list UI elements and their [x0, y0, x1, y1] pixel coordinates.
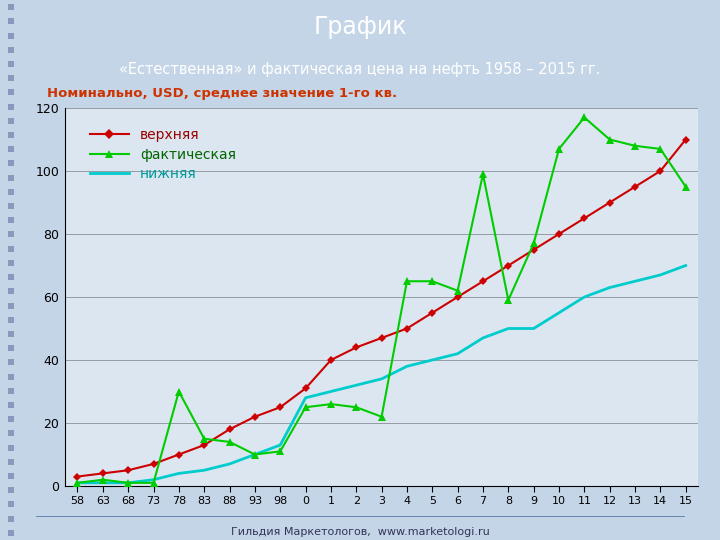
Legend: верхняя, фактическая, нижняя: верхняя, фактическая, нижняя — [84, 123, 241, 187]
Text: Гильдия Маркетологов,  www.marketologi.ru: Гильдия Маркетологов, www.marketologi.ru — [230, 527, 490, 537]
Text: Номинально, USD, среднее значение 1-го кв.: Номинально, USD, среднее значение 1-го к… — [47, 87, 397, 100]
Text: График: График — [313, 15, 407, 39]
Text: «Естественная» и фактическая цена на нефть 1958 – 2015 гг.: «Естественная» и фактическая цена на неф… — [120, 62, 600, 77]
